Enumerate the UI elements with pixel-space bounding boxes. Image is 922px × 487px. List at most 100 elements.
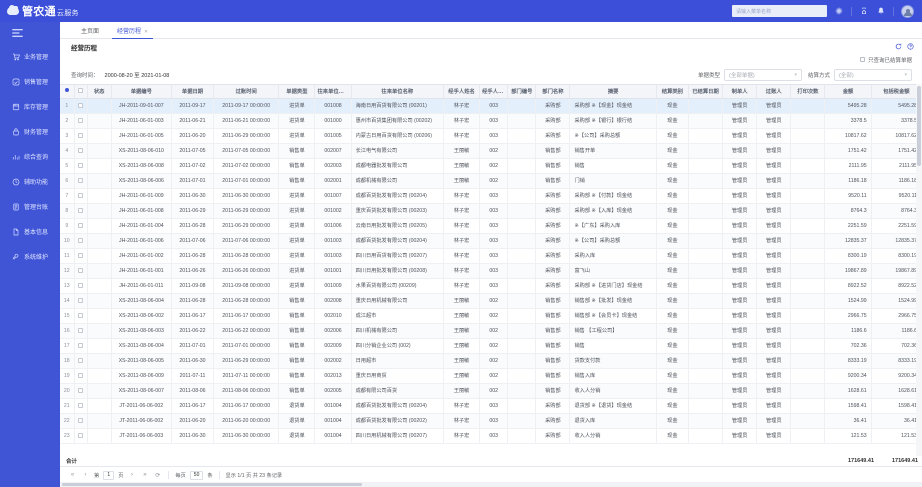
sidebar-item-3[interactable]: 财务管理 (0, 119, 60, 144)
row-checkbox[interactable] (78, 147, 84, 153)
select-all-checkbox[interactable] (78, 88, 84, 94)
table-header-cell-depname[interactable]: 部门名称 (535, 85, 571, 99)
row-checkbox[interactable] (78, 237, 84, 243)
row-checkbox[interactable] (78, 342, 84, 348)
table-row[interactable]: 3 JH-2011-06-01-005 2011-06-20 2011-06-29 0… (60, 128, 922, 144)
table-row[interactable]: 22 JT-2011-06-06-002 2011-06-20 2011-06-20 … (60, 413, 922, 429)
table-row[interactable]: 16 XS-2011-08-06-003 2011-06-22 2011-06-22 … (60, 323, 922, 339)
page-size-input[interactable]: 50 (189, 470, 204, 480)
table-row[interactable]: 4 XS-2011-08-06-010 2011-07-05 2011-07-05 0… (60, 143, 922, 159)
table-row[interactable]: 10 JH-2011-06-01-006 2011-07-06 2011-07-06 … (60, 233, 922, 249)
help-icon[interactable] (906, 43, 914, 51)
date-range-value[interactable]: 2000-08-20 至 2021-01-08 (104, 72, 170, 79)
table-row[interactable]: 18 XS-2011-08-06-005 2011-06-30 2011-06-29 … (60, 353, 922, 369)
table-header-cell-depno[interactable]: 部门编号 (507, 85, 537, 99)
table-row[interactable]: 1 JH-2011-09-01-007 2011-09-17 2011-09-17 0… (60, 98, 922, 114)
table-header-cell-docdate[interactable]: 单据日期 (171, 85, 215, 99)
row-checkbox[interactable] (78, 177, 84, 183)
sidebar-item-4[interactable]: 综合查询 (0, 144, 60, 169)
table-header-cell-docno[interactable]: 单据编号 (111, 85, 172, 99)
row-checkbox[interactable] (78, 402, 84, 408)
row-checkbox[interactable] (78, 327, 84, 333)
table-header-cell-maker[interactable]: 制单人 (722, 85, 758, 99)
sidebar-item-1[interactable]: 销售管理 (0, 69, 60, 94)
row-checkbox[interactable] (78, 282, 84, 288)
table-row[interactable]: 23 JT-2011-06-06-003 2011-06-30 2011-06-30 … (60, 428, 922, 444)
sidebar-item-7[interactable]: 基本信息 (0, 219, 60, 244)
table-header-cell-status[interactable]: 状态 (87, 85, 112, 99)
row-checkbox[interactable] (78, 207, 84, 213)
table-header-cell-settledate[interactable]: 已结算日期 (688, 85, 724, 99)
table-row[interactable]: 5 XS-2011-08-06-008 2011-07-02 2011-07-02 0… (60, 158, 922, 174)
data-table-scroll[interactable]: 状态 单据编号 单据日期 过账时间 单据类型 往来单位编号 往来单位名称 经手人姓名 经手人编号… (60, 84, 922, 456)
vertical-scrollbar-thumb[interactable] (917, 86, 921, 166)
sidebar-item-6[interactable]: 管理台账 (0, 194, 60, 219)
table-row[interactable]: 7 JH-2011-06-01-009 2011-06-30 2011-06-30 0… (60, 188, 922, 204)
table-row[interactable]: 8 JH-2011-06-01-008 2011-06-29 2011-06-29 0… (60, 203, 922, 219)
table-row[interactable]: 2 JH-2011-06-01-003 2011-06-21 2011-06-21 0… (60, 113, 922, 129)
row-checkbox[interactable] (78, 192, 84, 198)
table-row[interactable]: 15 XS-2011-08-06-002 2011-06-17 2011-06-17 … (60, 308, 922, 324)
table-header-cell-idx[interactable] (60, 85, 75, 99)
doc-type-select[interactable]: (全部单据) ▾ (723, 68, 802, 81)
table-row[interactable]: 12 JH-2011-06-01-001 2011-06-26 2011-06-26 … (60, 263, 922, 279)
page-number-input[interactable]: 1 (103, 470, 115, 480)
table-row[interactable]: 11 JH-2011-06-01-002 2011-06-28 2011-06-28 … (60, 248, 922, 264)
row-checkbox[interactable] (78, 372, 84, 378)
tab-business-history[interactable]: 经营历程 ✕ (108, 28, 157, 39)
table-header-cell-doctype[interactable]: 单据类型 (278, 85, 316, 99)
table-header-cell-remark[interactable]: 摘要 (569, 85, 657, 99)
table-row[interactable]: 13 JH-2011-06-01-011 2011-09-08 2011-09-08 … (60, 278, 922, 294)
table-header-cell-payable[interactable]: 包括税金额 (871, 85, 922, 99)
row-checkbox[interactable] (78, 222, 84, 228)
table-header-cell-chk[interactable] (74, 85, 88, 99)
page-next-button[interactable]: › (130, 472, 133, 478)
row-checkbox[interactable] (78, 312, 84, 318)
row-checkbox[interactable] (78, 297, 84, 303)
row-checkbox[interactable] (78, 267, 84, 273)
row-checkbox[interactable] (78, 102, 84, 108)
table-row[interactable]: 9 JH-2011-06-01-004 2011-06-28 2011-06-29 0… (60, 218, 922, 234)
horizontal-scrollbar-thumb[interactable] (62, 483, 362, 486)
tab-home[interactable]: 主页面 (72, 29, 108, 38)
table-header-cell-inputtime[interactable]: 过账时间 (213, 85, 280, 99)
settled-only-checkbox[interactable]: 只查询已结算单据 (859, 56, 912, 64)
table-header-cell-clientname[interactable]: 往来单位名称 (351, 85, 444, 99)
table-header-cell-checker[interactable]: 过账人 (756, 85, 792, 99)
page-last-button[interactable]: » (143, 472, 147, 478)
row-checkbox[interactable] (78, 357, 84, 363)
sidebar-collapse-button[interactable] (0, 22, 60, 44)
row-checkbox[interactable] (78, 117, 84, 123)
table-header-cell-red[interactable]: 打印次数 (790, 85, 826, 99)
row-checkbox[interactable] (78, 162, 84, 168)
table-row[interactable]: 6 XS-2011-08-06-006 2011-07-01 2011-07-01 0… (60, 173, 922, 189)
close-icon[interactable]: ✕ (144, 28, 149, 35)
settle-select[interactable]: (全部) ▾ (834, 68, 912, 81)
sidebar-item-2[interactable]: 库存管理 (0, 94, 60, 119)
table-row[interactable]: 21 JT-2011-06-06-002 2011-06-17 2011-06-17 … (60, 398, 922, 414)
page-first-button[interactable]: « (70, 472, 75, 478)
gear-icon[interactable] (834, 6, 844, 16)
table-row[interactable]: 14 XS-2011-08-06-004 2011-06-28 2011-06-28 … (60, 293, 922, 309)
table-row[interactable]: 17 XS-2011-08-06-004 2011-07-01 2011-07-01 … (60, 338, 922, 354)
table-header-cell-amount[interactable]: 金额 (824, 85, 872, 99)
row-checkbox[interactable] (78, 252, 84, 258)
bell-icon[interactable] (876, 6, 886, 16)
row-checkbox[interactable] (78, 417, 84, 423)
sidebar-item-5[interactable]: 辅助功能 (0, 169, 60, 194)
sidebar-item-8[interactable]: 系统维护 (0, 244, 60, 269)
horizontal-scrollbar[interactable] (60, 482, 922, 487)
app-logo[interactable]: 管农通云服务 (0, 3, 190, 19)
page-prev-button[interactable]: ‹ (84, 472, 87, 478)
vertical-scrollbar[interactable] (916, 84, 922, 456)
row-checkbox[interactable] (78, 432, 84, 438)
refresh-page-icon[interactable]: ⟳ (155, 472, 161, 479)
row-checkbox[interactable] (78, 387, 84, 393)
row-checkbox[interactable] (78, 132, 84, 138)
menu-search-input[interactable]: 请输入菜单名称 (732, 5, 827, 17)
table-header-cell-settle[interactable]: 结算类别 (656, 85, 689, 99)
refresh-icon[interactable] (894, 43, 902, 51)
table-row[interactable]: 19 XS-2011-08-06-009 2011-07-11 2011-07-11 … (60, 368, 922, 384)
hourglass-icon[interactable] (859, 6, 869, 16)
table-header-cell-opno[interactable]: 经手人编号 (479, 85, 509, 99)
